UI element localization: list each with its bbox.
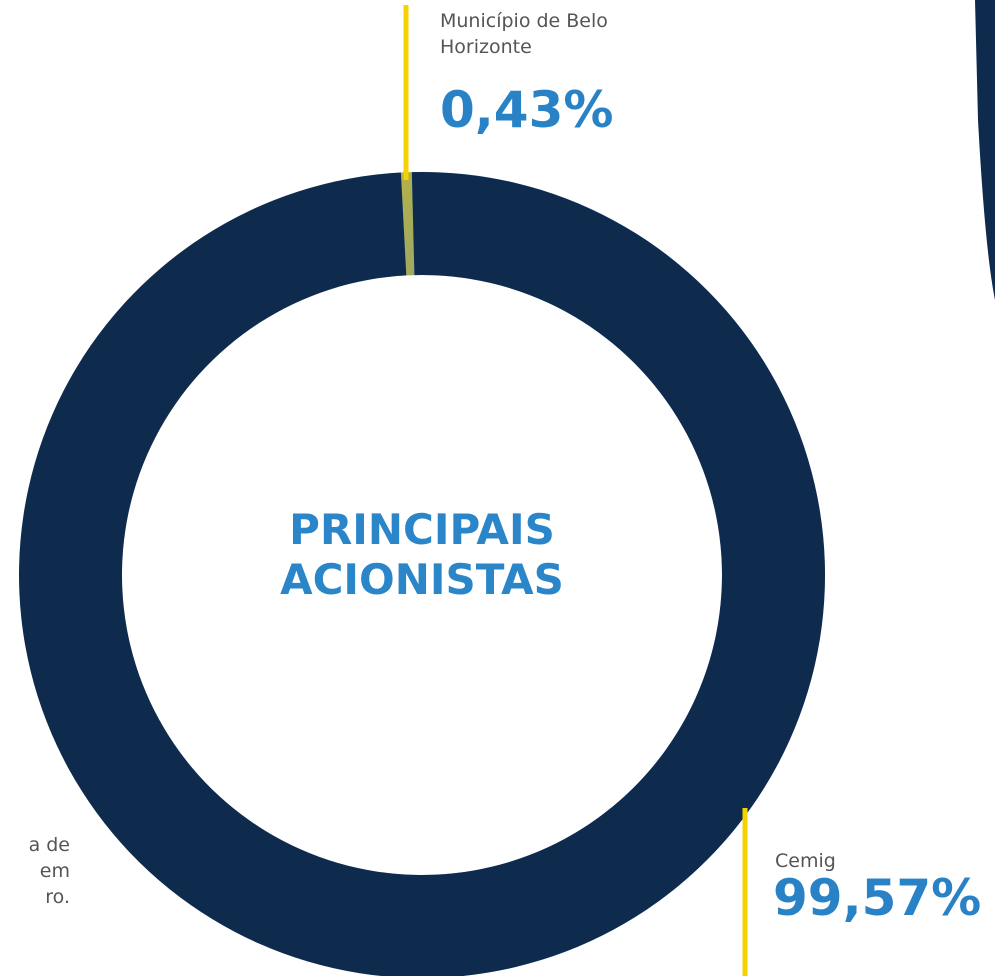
side-text-line: em xyxy=(39,860,70,882)
decor-shape xyxy=(975,0,995,300)
side-text: a de em ro. xyxy=(0,832,70,910)
slice-label: Cemig xyxy=(775,850,836,872)
side-text-line: a de xyxy=(28,834,70,856)
value-label: 99,57% xyxy=(773,869,982,927)
donut xyxy=(19,172,825,976)
side-text-line: ro. xyxy=(45,886,70,908)
value-label: 0,43% xyxy=(440,81,614,139)
chart-title: PRINCIPAIS ACIONISTAS xyxy=(280,505,564,604)
slice-label: Município de Belo Horizonte xyxy=(440,10,608,58)
